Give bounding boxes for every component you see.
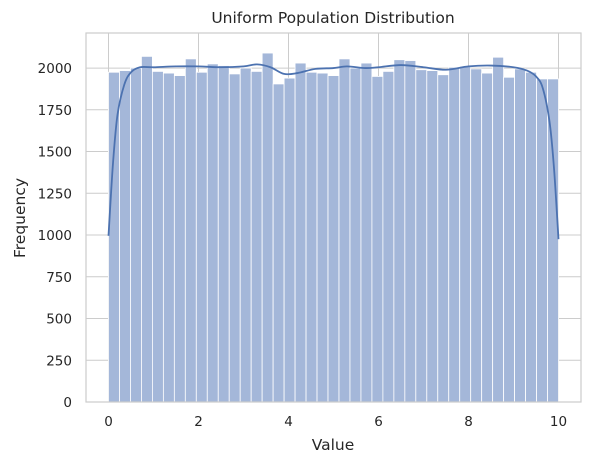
histogram-bar	[108, 71, 120, 403]
histogram-bar	[426, 70, 439, 403]
histogram-bar	[481, 72, 494, 403]
x-tick-label: 6	[374, 414, 383, 430]
histogram-bar	[459, 65, 472, 403]
x-tick-label: 10	[550, 414, 567, 430]
histogram-bar	[261, 52, 274, 403]
y-tick-label: 1000	[38, 228, 72, 244]
histogram-bar	[250, 71, 263, 403]
x-axis-ticks: 0 2 4 6 8 10	[104, 414, 567, 430]
histogram-bars	[108, 52, 559, 403]
histogram-bar	[371, 76, 384, 403]
histogram-bar	[547, 78, 559, 403]
histogram-bar	[283, 77, 296, 403]
histogram-bar	[360, 62, 373, 403]
x-tick-label: 2	[194, 414, 203, 430]
y-tick-label: 1500	[38, 145, 72, 161]
x-axis-label: Value	[312, 436, 355, 454]
histogram-bar	[492, 56, 505, 403]
y-axis-label: Frequency	[11, 178, 29, 258]
histogram-bar	[162, 72, 175, 403]
histogram-bar	[415, 69, 428, 403]
x-tick-label: 0	[104, 414, 113, 430]
y-tick-label: 500	[46, 312, 72, 328]
histogram-bar	[119, 70, 131, 403]
histogram-bar	[184, 58, 197, 403]
histogram-bar	[152, 71, 164, 403]
y-tick-label: 2000	[38, 61, 72, 77]
histogram-bar	[536, 78, 548, 403]
histogram-bar	[272, 83, 285, 403]
histogram-bar	[130, 67, 142, 403]
histogram-bar	[305, 71, 318, 403]
histogram-bar	[525, 71, 537, 403]
y-tick-label: 1250	[38, 186, 72, 202]
histogram-bar	[338, 58, 351, 403]
y-tick-label: 1750	[38, 103, 72, 119]
x-tick-label: 8	[464, 414, 473, 430]
histogram-bar	[393, 59, 406, 403]
y-tick-label: 750	[46, 270, 72, 286]
histogram-bar	[514, 68, 526, 403]
y-tick-label: 0	[63, 395, 72, 411]
histogram-bar	[470, 68, 483, 403]
histogram-bar	[228, 73, 241, 403]
histogram-bar	[294, 62, 307, 403]
histogram-bar	[239, 67, 252, 403]
histogram-bar	[173, 75, 186, 403]
y-tick-label: 250	[46, 353, 72, 369]
histogram-bar	[141, 55, 153, 403]
histogram-bar	[382, 71, 395, 403]
histogram-bar	[448, 66, 461, 403]
histogram-bar	[503, 76, 515, 403]
y-axis-ticks: 0 250 500 750 1000 1250 1500 1750 2000	[38, 61, 72, 411]
kde-curve	[107, 63, 560, 240]
histogram-bar	[349, 67, 362, 403]
x-tick-label: 4	[284, 414, 293, 430]
histogram-bar	[217, 65, 230, 403]
histogram-bar	[316, 72, 329, 403]
histogram-bar	[404, 60, 417, 403]
histogram-bar	[206, 63, 219, 403]
chart-title: Uniform Population Distribution	[211, 9, 454, 27]
plot-frame	[85, 32, 582, 403]
histogram-bar	[437, 74, 450, 403]
histogram-bar	[195, 71, 208, 403]
histogram-bar	[327, 75, 340, 403]
